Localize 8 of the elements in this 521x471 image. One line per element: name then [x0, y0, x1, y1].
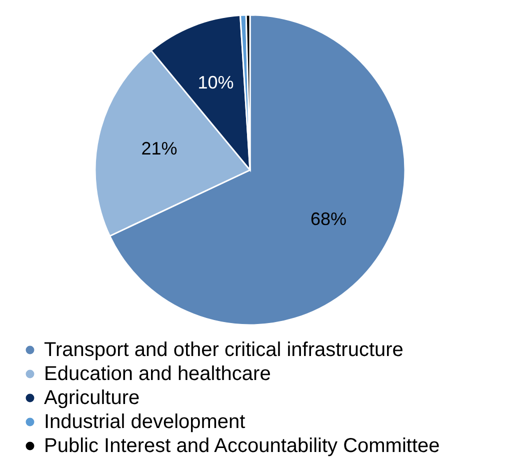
- legend-label: Transport and other critical infrastructure: [44, 339, 404, 361]
- legend-label: Public Interest and Accountability Committee: [44, 435, 440, 457]
- data-label: 10%: [198, 72, 234, 93]
- data-label: 68%: [310, 208, 347, 229]
- legend-label: Industrial development: [44, 411, 246, 433]
- legend-label: Education and healthcare: [44, 363, 271, 385]
- legend-label: Agriculture: [44, 387, 140, 409]
- data-label: 21%: [141, 138, 178, 159]
